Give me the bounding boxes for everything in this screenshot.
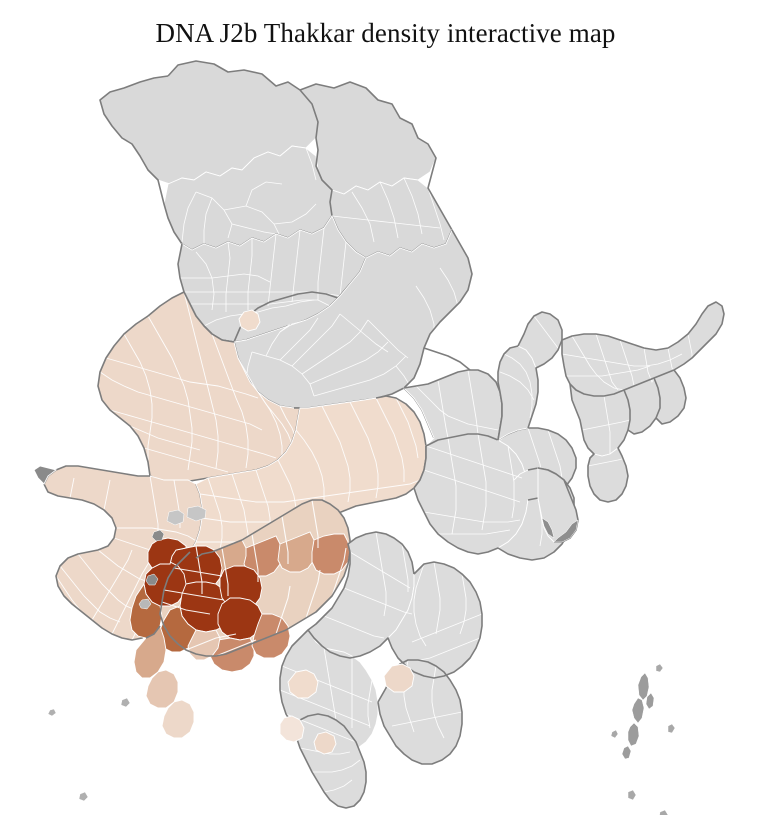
region-rajasthan[interactable] [97,291,301,483]
region-andaman-nicobar[interactable] [610,663,676,815]
region-south-india[interactable] [279,531,483,809]
region-jammu-kashmir-ladakh[interactable] [99,60,453,259]
region-goa-konkan[interactable] [133,625,195,739]
map-canvas[interactable] [0,52,771,815]
india-choropleth-map[interactable] [0,52,771,815]
region-north-east[interactable] [561,301,725,503]
region-west-bengal-sikkim[interactable] [497,311,579,543]
region-maharashtra[interactable] [129,499,351,673]
region-madhya-pradesh[interactable] [189,395,427,561]
page-title: DNA J2b Thakkar density interactive map [155,18,616,48]
region-coastal-islets[interactable] [138,505,207,610]
region-lakshadweep[interactable] [47,697,131,802]
district-delhi[interactable] [238,309,261,332]
